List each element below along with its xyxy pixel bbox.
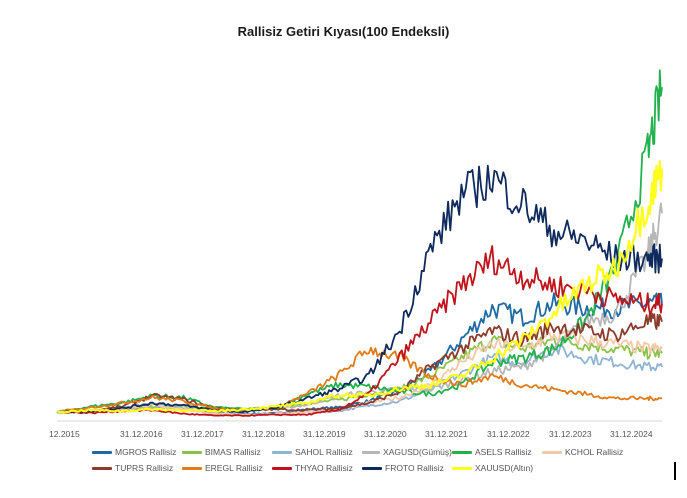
legend-row-1: MGROS Rallisiz BIMAS Rallisiz SAHOL Rallis… <box>92 444 652 460</box>
series-line-froto-rallisiz <box>56 164 663 414</box>
legend-label: ASELS Rallisiz <box>475 447 532 457</box>
legend-swatch <box>272 450 292 454</box>
x-tick-label: 31.12.2016 <box>120 429 163 439</box>
chart-title: Rallisiz Getiri Kıyası(100 Endeksli) <box>237 24 450 39</box>
legend-entry: KCHOL Rallisiz <box>542 447 632 457</box>
legend-entry: MGROS Rallisiz <box>92 447 182 457</box>
x-tick-label: 31.12.2018 <box>242 429 285 439</box>
legend-entry: ASELS Rallisiz <box>452 447 542 457</box>
legend-entry: BIMAS Rallisiz <box>182 447 272 457</box>
legend-swatch <box>182 450 202 454</box>
legend-label: FROTO Rallisiz <box>385 463 444 473</box>
series-line-eregl-rallisiz <box>56 346 663 414</box>
legend-swatch <box>362 466 382 470</box>
legend-label: XAUUSD(Altın) <box>475 463 534 473</box>
legend-entry: FROTO Rallisiz <box>362 463 452 473</box>
legend-swatch <box>92 450 112 454</box>
legend-entry: EREGL Rallisiz <box>182 463 272 473</box>
legend-label: SAHOL Rallisiz <box>295 447 353 457</box>
x-tick-label: 31.12.2024 <box>610 429 653 439</box>
legend-swatch <box>362 450 381 454</box>
legend-row-2: TUPRS Rallisiz EREGL Rallisiz THYAO Rallis… <box>92 460 652 476</box>
x-tick-label: 31.12.2019 <box>303 429 346 439</box>
legend-swatch <box>182 466 202 470</box>
x-tick-label: 31.12.2022 <box>487 429 530 439</box>
legend-swatch <box>452 466 472 470</box>
x-tick-label: 31.12.2021 <box>425 429 468 439</box>
x-tick-label: 12.2015 <box>49 429 80 439</box>
legend-label: XAGUSD(Gümüş) <box>383 447 452 457</box>
legend-label: THYAO Rallisiz <box>295 463 353 473</box>
legend-label: MGROS Rallisiz <box>115 447 177 457</box>
legend-entry: XAUUSD(Altın) <box>452 463 542 473</box>
x-tick-label: 31.12.2020 <box>364 429 407 439</box>
legend-swatch <box>452 450 472 454</box>
series-line-sahol-rallisiz <box>56 343 663 416</box>
legend-entry: XAGUSD(Gümüş) <box>362 447 452 457</box>
text-cursor <box>674 462 676 480</box>
legend-swatch <box>272 466 292 470</box>
legend-label: KCHOL Rallisiz <box>565 447 624 457</box>
legend-label: BIMAS Rallisiz <box>205 447 261 457</box>
legend-entry: SAHOL Rallisiz <box>272 447 362 457</box>
legend-swatch <box>92 466 112 470</box>
x-tick-label: 31.12.2017 <box>181 429 224 439</box>
legend-swatch <box>542 450 562 454</box>
series-line-xauusd-alt-n- <box>56 160 664 414</box>
series-group <box>56 69 664 417</box>
x-tick-labels: 12.2015 31.12.2016 31.12.2017 31.12.2018 31.… <box>49 429 653 439</box>
series-line-bimas-rallisiz <box>56 335 663 414</box>
legend-entry: THYAO Rallisiz <box>272 463 362 473</box>
legend-entry: TUPRS Rallisiz <box>92 463 182 473</box>
legend: MGROS Rallisiz BIMAS Rallisiz SAHOL Rallis… <box>92 444 652 476</box>
legend-label: TUPRS Rallisiz <box>115 463 174 473</box>
x-tick-label: 31.12.2023 <box>549 429 592 439</box>
legend-label: EREGL Rallisiz <box>205 463 263 473</box>
series-line-asels-rallisiz <box>56 69 663 414</box>
